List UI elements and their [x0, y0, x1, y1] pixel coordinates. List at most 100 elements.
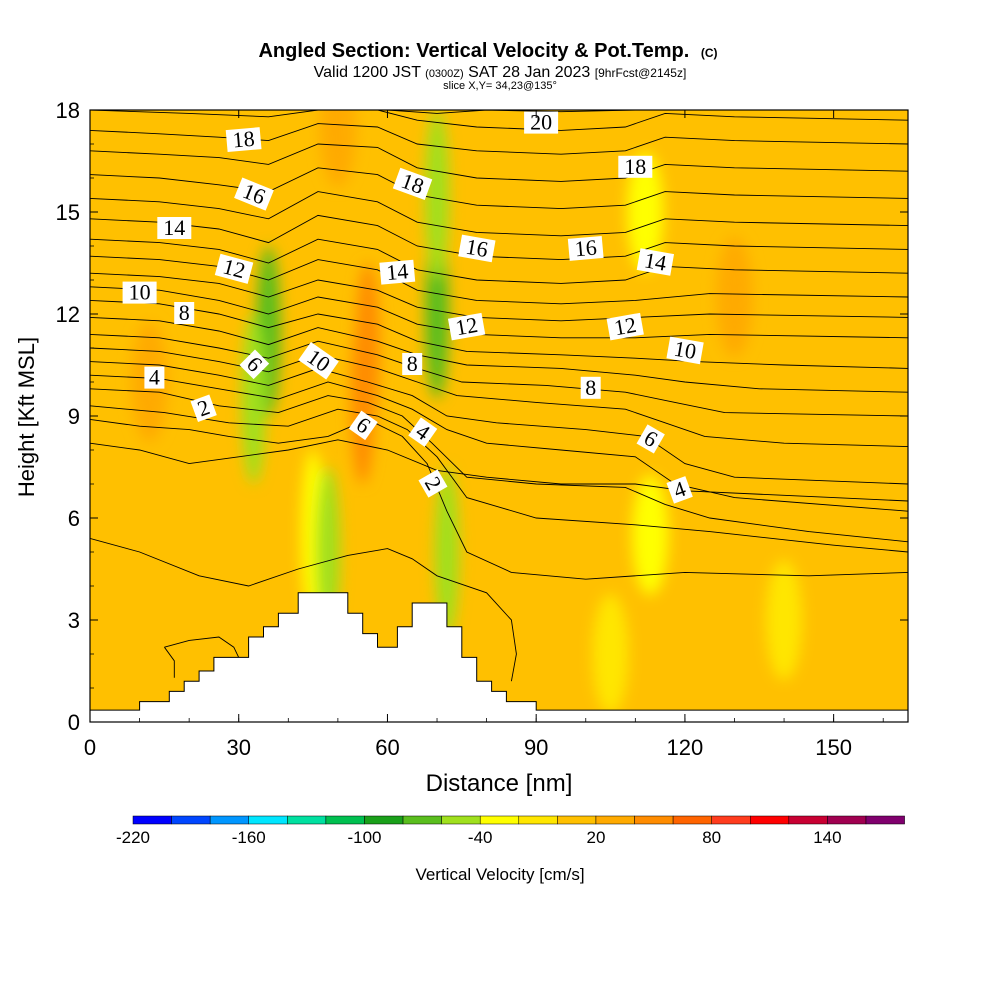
- theta-contour-18: [90, 143, 908, 182]
- contour-label-14: 2: [418, 469, 448, 498]
- velocity-field: [131, 110, 803, 714]
- colorbar-ticks: -220 -160 -100 -40 20 80 140: [116, 828, 842, 847]
- contour-label-text: 14: [642, 247, 668, 275]
- terrain: [90, 592, 908, 722]
- colorbar-tick-label: 80: [702, 828, 721, 847]
- x-tick-label: 0: [84, 735, 96, 760]
- theta-contour-11: [90, 286, 908, 339]
- x-tick-label: 150: [815, 735, 852, 760]
- contour-label-13: 4: [408, 417, 438, 447]
- colorbar-swatch: [557, 815, 597, 825]
- contour-label-text: 8: [407, 351, 418, 376]
- y-tick-label: 6: [68, 506, 80, 531]
- contour-label-25: 6: [636, 424, 665, 454]
- colorbar-label: Vertical Velocity [cm/s]: [415, 865, 584, 884]
- x-tick-label: 90: [524, 735, 548, 760]
- chart-title-main: Angled Section: Vertical Velocity & Pot.…: [258, 40, 689, 62]
- theta-contour-16: [90, 191, 908, 237]
- contour-label-text: 14: [385, 258, 409, 285]
- velocity-cell-4: [425, 229, 450, 399]
- contour-label-22: 12: [606, 312, 644, 341]
- colorbar-swatch: [171, 815, 211, 825]
- theta-contour-5: [90, 374, 908, 512]
- colorbar-swatch: [364, 815, 404, 825]
- y-tick-label: 3: [68, 608, 80, 633]
- contour-label-26: 4: [666, 476, 693, 504]
- velocity-cell-11: [627, 152, 664, 272]
- colorbar-swatch: [479, 815, 520, 825]
- colorbar-swatch: [595, 815, 635, 825]
- colorbar: [132, 815, 905, 825]
- x-tick-label: 120: [667, 735, 704, 760]
- contour-label-0: 18: [225, 126, 262, 153]
- contour-label-text: 8: [179, 300, 190, 325]
- colorbar-tick-label: 140: [813, 828, 841, 847]
- y-tick-label: 18: [56, 98, 80, 123]
- contour-label-21: 14: [636, 247, 675, 276]
- contour-label-text: 16: [574, 234, 598, 261]
- contour-label-7: 2: [190, 394, 217, 423]
- y-tick-label: 0: [68, 710, 80, 735]
- contour-label-5: 8: [174, 300, 195, 325]
- theta-contour-7: [90, 347, 908, 448]
- velocity-cell-12: [632, 475, 669, 595]
- y-tick-label: 12: [56, 302, 80, 327]
- theta-contour-15: [90, 214, 908, 261]
- contour-label-text: 8: [585, 375, 596, 400]
- contour-label-1: 16: [234, 177, 274, 211]
- theta-contour-2: [90, 418, 908, 580]
- colorbar-swatch: [711, 815, 751, 825]
- colorbar-tick-label: -160: [232, 828, 266, 847]
- contour-label-3: 12: [214, 253, 254, 284]
- colorbar-swatch: [325, 815, 365, 825]
- contour-label-24: 8: [580, 375, 601, 400]
- theta-contour-19: [90, 123, 908, 155]
- velocity-cell-5: [425, 110, 450, 280]
- theta-contour-4: [90, 388, 908, 543]
- velocity-cell-1: [241, 314, 266, 484]
- valid-date: SAT 28 Jan 2023: [468, 64, 590, 81]
- contour-label-text: 4: [149, 365, 160, 390]
- contour-label-text: 18: [232, 126, 256, 153]
- contour-label-12: 8: [402, 351, 423, 376]
- contour-label-text: 12: [612, 312, 638, 340]
- theta-contour-23: [164, 646, 175, 678]
- contour-label-text: 10: [672, 336, 698, 364]
- contour-label-20: 16: [567, 234, 604, 261]
- velocity-cell-15: [716, 237, 753, 357]
- colorbar-tick-label: -40: [468, 828, 493, 847]
- chart-title-tag: (C): [701, 46, 718, 60]
- slice-info: slice X,Y= 34,23@135°: [443, 80, 557, 92]
- theta-contour-20: [90, 110, 908, 131]
- contour-label-18: 20: [524, 110, 559, 135]
- contour-label-text: 16: [464, 234, 490, 262]
- contour-label-16: 16: [458, 234, 496, 263]
- colorbar-swatch: [132, 815, 172, 825]
- contour-label-text: 20: [530, 110, 552, 135]
- x-tick-label: 30: [226, 735, 250, 760]
- colorbar-swatch: [827, 815, 867, 825]
- colorbar-swatch: [750, 815, 790, 825]
- contour-label-text: 10: [129, 280, 151, 305]
- valid-forecast: [9hrFcst@2145z]: [595, 66, 687, 80]
- colorbar-tick-label: -100: [347, 828, 381, 847]
- velocity-cell-13: [592, 594, 629, 714]
- contour-label-text: 12: [454, 312, 480, 340]
- colorbar-swatch: [402, 815, 442, 825]
- colorbar-swatch: [634, 815, 674, 825]
- contour-label-text: 14: [163, 215, 185, 240]
- contour-label-4: 10: [122, 280, 157, 305]
- colorbar-swatch: [441, 815, 481, 825]
- y-tick-label: 9: [68, 404, 80, 429]
- colorbar-tick-label: 20: [586, 828, 605, 847]
- colorbar-swatch: [865, 815, 905, 825]
- contour-label-11: 14: [379, 258, 416, 285]
- theta-contour-12: [90, 272, 908, 322]
- theta-contour-22: [164, 636, 240, 658]
- x-axis-label: Distance [nm]: [426, 770, 573, 797]
- colorbar-swatch: [209, 815, 249, 825]
- theta-contour-21: [387, 110, 636, 114]
